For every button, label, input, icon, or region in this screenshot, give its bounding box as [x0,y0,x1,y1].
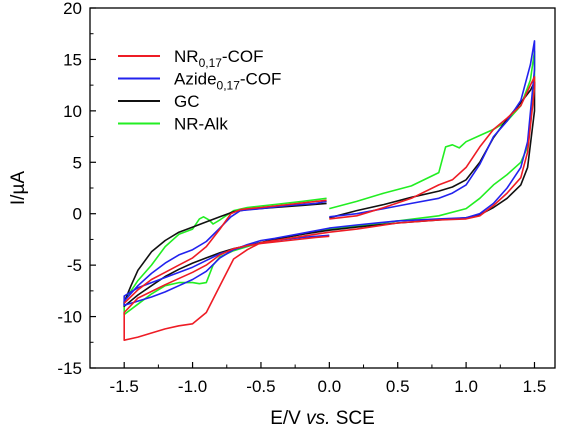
legend-label: Azide0,17-COF [174,70,281,93]
legend-label: GC [174,92,200,111]
x-tick-label: 0.0 [318,377,342,396]
y-tick-label: 10 [63,102,82,121]
x-tick-label: 0.5 [386,377,410,396]
ticks-layer: -1.5 -1.0 -0.5 0.0 0.5 1.0 1.5 -15 -10 -5 0 5 10 15 20 [57,0,546,396]
legend-label: NR-Alk [174,115,228,134]
x-axis-title-tail: SCE [336,408,375,429]
x-tick-label: -0.5 [246,377,275,396]
legend-label-main: NR [174,47,199,66]
series-line-0-0 [123,76,536,341]
y-tick-label: 15 [63,50,82,69]
x-tick-label: -1.0 [178,377,207,396]
x-tick-label: -1.5 [110,377,139,396]
series-layer [123,40,536,341]
x-axis-title-italic: vs. [306,408,330,429]
legend-label-sub: 0,17 [199,56,223,70]
y-axis-title: I/µA [8,171,29,206]
legend-label-tail: -COF [222,47,264,66]
legend-label-main: GC [174,92,200,111]
legend-label-main: Azide [174,70,217,89]
legend-label-sub: 0,17 [217,79,241,93]
y-tick-label: 20 [63,0,82,18]
y-tick-label: -10 [57,308,82,327]
series-line-0-1 [123,199,327,304]
series-line-1-0 [123,40,536,307]
x-tick-label: 1.0 [454,377,478,396]
x-tick-label: 1.5 [523,377,547,396]
legend-label: NR0,17-COF [174,47,263,70]
legend-label-tail: -COF [240,70,282,89]
x-axis-title-main: E/V [270,408,301,429]
y-tick-label: 5 [73,153,82,172]
y-tick-label: 0 [73,205,82,224]
series-line-1-1 [123,200,327,302]
x-axis-title: E/V vs. SCE [270,408,375,429]
plot-frame [89,7,556,369]
legend-label-main: NR-Alk [174,115,228,134]
y-tick-label: -15 [57,359,82,378]
y-tick-label: -5 [67,256,82,275]
